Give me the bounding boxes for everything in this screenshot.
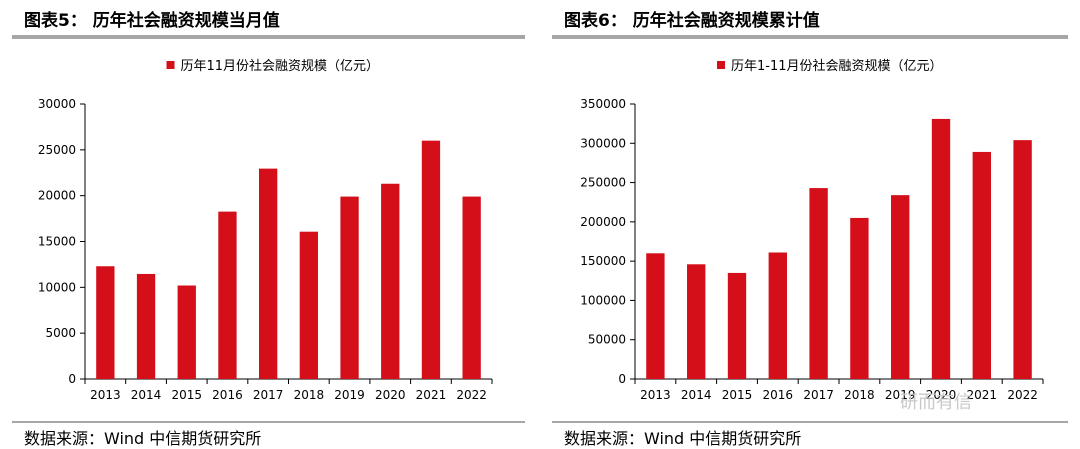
left-source: 数据来源：Wind 中信期货研究所 [24,429,262,448]
bar-2022 [462,196,481,379]
bar-2015 [727,272,747,379]
x-tick-label: 2013 [90,388,121,402]
legend-swatch [717,61,725,69]
left-panel: 图表5： 历年社会融资规模当月值 历年11月份社会融资规模（亿元） 0 5000 10… [12,11,525,448]
right-figure-title: 图表6： 历年社会融资规模累计值 [564,11,820,31]
y-tick-label: 200000 [580,215,626,229]
x-tick-label: 2018 [294,388,325,402]
x-tick-label: 2020 [926,388,957,402]
y-tick-label: 100000 [580,293,626,307]
bar-2020 [381,183,400,379]
bar-2016 [218,211,237,379]
x-tick-label: 2015 [171,388,202,402]
y-tick-label: 250000 [580,176,626,190]
legend: 历年11月份社会融资规模（亿元） [166,58,380,74]
y-tick-label: 0 [68,372,76,386]
x-tick-label: 2021 [967,388,998,402]
bar-2017 [809,188,828,379]
x-tick-label: 2021 [416,388,447,402]
bar-2018 [299,231,319,379]
bar-2018 [850,217,869,379]
right-title-rule [552,35,1068,39]
watermark: 研而有信 [900,392,972,413]
y-tick-label: 20000 [38,189,76,203]
bar-2013 [646,253,665,379]
left-title-rule [12,35,525,39]
legend-swatch [166,61,175,69]
right-source: 数据来源：Wind 中信期货研究所 [564,429,802,448]
x-tick-label: 2015 [722,388,753,402]
bar-2013 [96,266,115,379]
y-tick-label: 350000 [580,97,626,111]
x-tick-label: 2017 [803,388,834,402]
bar-2019 [891,195,910,379]
y-tick-label: 30000 [38,97,76,111]
y-tick-label: 150000 [580,254,626,268]
x-tick-label: 2019 [334,388,365,402]
x-tick-label: 2014 [131,388,162,402]
bar-2021 [421,140,441,379]
x-tick-label: 2016 [212,388,243,402]
bar-2017 [258,168,278,379]
y-tick-label: 5000 [45,326,76,340]
y-tick-label: 50000 [588,333,626,347]
bar-2015 [177,285,196,379]
left-figure-title: 图表5： 历年社会融资规模当月值 [24,11,280,31]
bar-2022 [1013,140,1032,379]
x-tick-label: 2013 [640,388,671,402]
y-tick-label: 15000 [38,235,76,249]
bar-2014 [136,273,156,379]
x-tick-label: 2018 [844,388,875,402]
legend: 历年1-11月份社会融资规模（亿元） [717,58,943,74]
x-tick-label: 2017 [253,388,284,402]
left-source-rule [12,421,525,423]
legend-label: 历年11月份社会融资规模（亿元） [181,58,380,74]
y-tick-label: 300000 [580,136,626,150]
y-tick-label: 0 [618,372,626,386]
x-tick-label: 2022 [1007,388,1038,402]
bar-2021 [972,151,991,379]
y-tick-label: 10000 [38,280,76,294]
legend-label: 历年1-11月份社会融资规模（亿元） [731,58,943,74]
bar-2014 [687,264,706,379]
x-tick-label: 2014 [681,388,712,402]
x-tick-label: 2016 [763,388,794,402]
right-source-rule [552,421,1068,423]
right-panel: 图表6： 历年社会融资规模累计值 历年1-11月份社会融资规模（亿元） 0 5000… [540,0,1080,449]
y-tick-label: 25000 [38,143,76,157]
bar-2020 [931,118,951,379]
left-chart: 历年11月份社会融资规模（亿元） 0 5000 10000 15000 20000 2500… [38,58,493,402]
x-tick-label: 2022 [456,388,487,402]
right-chart: 历年1-11月份社会融资规模（亿元） 0 50000 100000 150000 2000… [580,58,1044,402]
x-tick-label: 2019 [885,388,916,402]
bar-2019 [340,196,359,379]
bar-2016 [768,252,787,379]
x-tick-label: 2020 [375,388,406,402]
